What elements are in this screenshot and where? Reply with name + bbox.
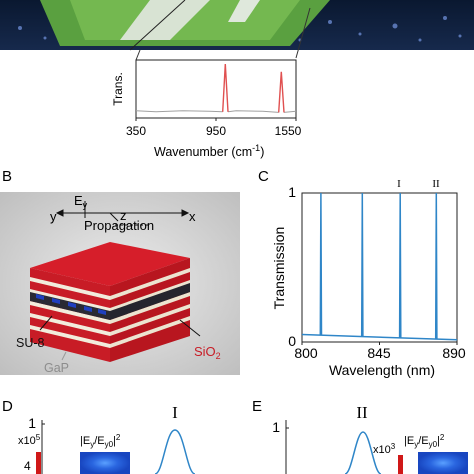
- axis-y-label: y: [50, 209, 57, 224]
- panel-a-xticks: 350 950 1550: [126, 118, 302, 138]
- panel-d-colorbar: [36, 452, 41, 474]
- panel-e-field-label: |Ey/Ey0|2: [404, 433, 445, 449]
- panel-e-field-map: [418, 452, 468, 474]
- panel-a-illustration: [0, 0, 474, 61]
- panel-a-xlabel: Wavenumber (cm-1): [154, 143, 264, 159]
- panel-d-mode-label: I: [172, 403, 178, 422]
- panel-d-scale-exponent: x105: [18, 433, 41, 447]
- panel-c-xlabel: Wavelength (nm): [329, 362, 435, 378]
- panel-a-spectrum: [135, 63, 297, 113]
- panel-c-plot-frame: [301, 192, 458, 343]
- panel-c-xtick-890: 890: [442, 345, 466, 361]
- panel-d-ytick-1: 1: [28, 415, 36, 431]
- panel-c-ytick-0: 0: [288, 333, 296, 349]
- panel-d-scale-tick-4: 4: [24, 459, 31, 473]
- panel-a-xtick-1550: 1550: [275, 124, 302, 138]
- cube-left-face: [30, 268, 110, 362]
- panel-a-peaks: [222, 63, 285, 113]
- panel-a-baseline: [135, 110, 297, 113]
- panel-a-plot-frame: [135, 59, 297, 119]
- panel-b: B y z x Ey Propagation: [0, 168, 240, 375]
- panel-c-ylabel: Transmission: [271, 227, 287, 310]
- panel-c-xtick-800: 800: [294, 345, 318, 361]
- panel-c-peak-3: [398, 192, 402, 338]
- axis-x-label: x: [189, 209, 196, 224]
- panel-d-mode-curve: [154, 429, 196, 474]
- panel-a-ylabel: Trans.: [111, 72, 125, 106]
- panel-b-letter: B: [2, 168, 12, 185]
- panel-e: E 1 II x103 |Ey/Ey0|2: [252, 398, 468, 474]
- panel-c-peak-label-ii: II: [432, 178, 440, 190]
- multilayer-cube: [30, 242, 190, 362]
- field-ey-label: Ey: [74, 193, 88, 210]
- axis-z-label: z: [120, 208, 127, 223]
- panel-c-peak-1: [319, 192, 323, 336]
- panel-a: Trans. 350 950 1550 Wavenumber (cm-1): [0, 0, 474, 159]
- sio2-label: SiO2: [194, 344, 221, 361]
- panel-e-mode-curve: [344, 431, 382, 474]
- panel-c-letter: C: [258, 168, 269, 185]
- gap-label: GaP: [44, 361, 69, 375]
- panel-c-ytick-1: 1: [288, 184, 296, 200]
- panel-d: D 1 x105 |Ey/Ey0|2 4 I: [2, 398, 196, 474]
- panel-c-peak-label-i: I: [397, 178, 401, 190]
- panel-d-letter: D: [2, 398, 13, 415]
- su8-label: SU-8: [16, 336, 45, 350]
- panel-e-scale-exponent: x103: [373, 442, 396, 456]
- cube-right-face: [110, 258, 190, 362]
- panel-e-mode-label: II: [356, 403, 368, 422]
- panel-a-xtick-950: 950: [206, 124, 226, 138]
- panel-d-field-map: [80, 452, 130, 474]
- panel-c-peak-4: [434, 192, 438, 340]
- panel-d-field-label: |Ey/Ey0|2: [80, 433, 121, 449]
- panel-e-letter: E: [252, 398, 262, 415]
- panel-b-axes: [55, 201, 190, 226]
- propagation-label: Propagation: [84, 218, 154, 233]
- panel-e-ytick-1: 1: [272, 419, 280, 435]
- panel-c-peak-2: [360, 192, 364, 337]
- panel-c-baseline: [301, 333, 458, 341]
- panel-e-colorbar: [398, 455, 403, 474]
- panel-c-transmission-spectrum: [301, 192, 458, 341]
- panel-a-xtick-350: 350: [126, 124, 146, 138]
- panel-c-xtick-845: 845: [367, 345, 391, 361]
- panel-c-xticks: 800 845 890: [294, 342, 466, 361]
- panel-c: C 1 0 Transmission 800 845 890 Wavelengt…: [258, 168, 466, 378]
